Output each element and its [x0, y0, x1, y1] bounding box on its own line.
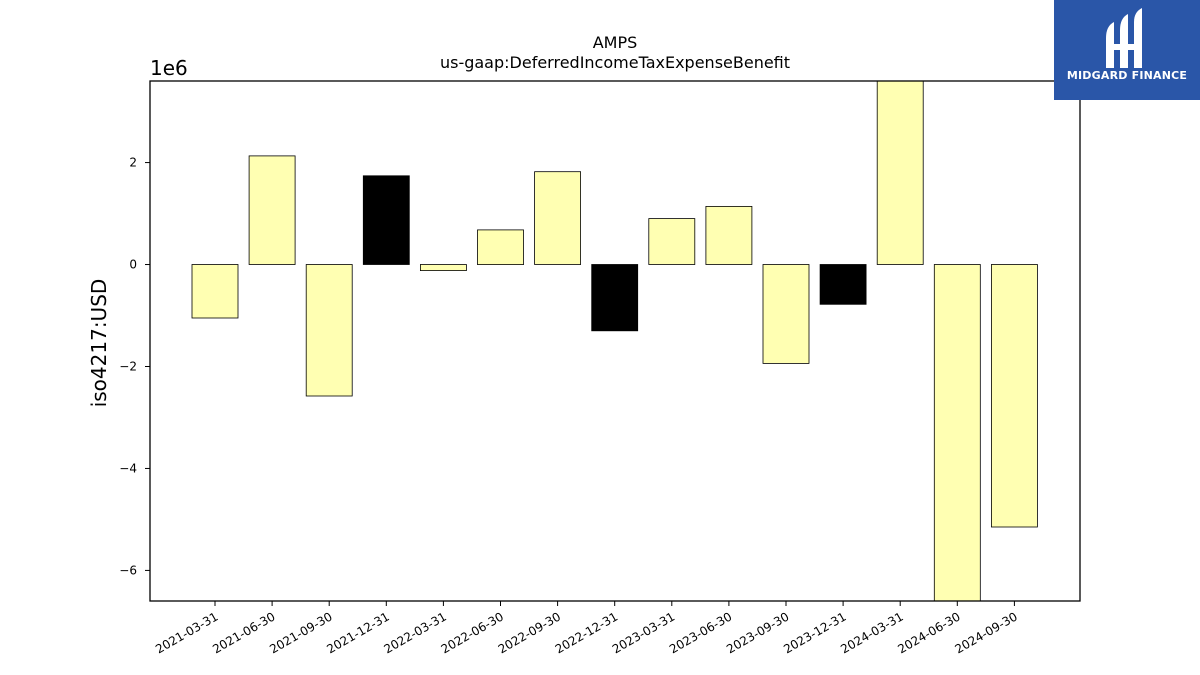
- x-tick-label: 2021-06-30: [210, 609, 277, 656]
- x-tick-label: 2021-09-30: [267, 609, 334, 656]
- y-tick-label: −4: [119, 461, 137, 475]
- x-tick-label: 2024-06-30: [895, 609, 962, 656]
- x-tick-label: 2022-06-30: [439, 609, 506, 656]
- x-tick-label: 2022-03-31: [381, 609, 448, 656]
- y-tick-label: 2: [129, 156, 137, 170]
- y-tick-label: 0: [129, 258, 137, 272]
- y-axis-multiplier: 1e6: [150, 56, 188, 80]
- chart-title: AMPS: [593, 33, 638, 52]
- x-tick-label: 2022-12-31: [553, 609, 620, 656]
- bar-2023-06-30: [705, 205, 753, 265]
- y-axis-ticks: 2 0 −2 −4 −6: [119, 156, 150, 577]
- plot-area-frame: [149, 80, 1081, 602]
- x-tick-label: 2024-03-31: [838, 609, 905, 656]
- midgard-finance-logo: MIDGARD FINANCE: [1054, 0, 1200, 100]
- y-axis-label: iso4217:USD: [87, 279, 111, 408]
- brand-name: MIDGARD FINANCE: [1066, 69, 1188, 82]
- bar-2023-12-31: [819, 264, 867, 305]
- bar-2021-03-31: [191, 264, 239, 319]
- y-tick-label: −2: [119, 359, 137, 373]
- midgard-logo-icon: [1106, 8, 1142, 68]
- bar-2023-09-30: [762, 264, 810, 364]
- x-axis-ticks: 2021-03-312021-06-302021-09-302021-12-31…: [153, 601, 1020, 656]
- x-tick-label: 2023-06-30: [667, 609, 734, 656]
- bar-2021-09-30: [305, 264, 353, 397]
- x-tick-label: 2022-09-30: [496, 609, 563, 656]
- bars-group: [191, 80, 1038, 602]
- bar-2023-03-31: [648, 218, 696, 265]
- bar-2021-06-30: [248, 155, 296, 265]
- x-tick-label: 2021-12-31: [324, 609, 391, 656]
- bar-2024-09-30: [991, 264, 1038, 528]
- x-tick-label: 2021-03-31: [153, 609, 220, 656]
- bar-2022-12-31: [591, 264, 639, 332]
- y-tick-label: −6: [119, 563, 137, 577]
- bar-2022-09-30: [534, 171, 581, 265]
- x-tick-label: 2023-03-31: [610, 609, 677, 656]
- bar-2022-06-30: [477, 229, 524, 265]
- x-tick-label: 2024-09-30: [952, 609, 1019, 656]
- bar-2024-06-30: [933, 264, 981, 602]
- bar-2022-03-31: [419, 264, 467, 271]
- bar-2021-12-31: [362, 175, 410, 265]
- x-tick-label: 2023-09-30: [724, 609, 791, 656]
- chart-subtitle: us-gaap:DeferredIncomeTaxExpenseBenefit: [440, 53, 790, 72]
- bar-2024-03-31: [876, 80, 924, 265]
- x-tick-label: 2023-12-31: [781, 609, 848, 656]
